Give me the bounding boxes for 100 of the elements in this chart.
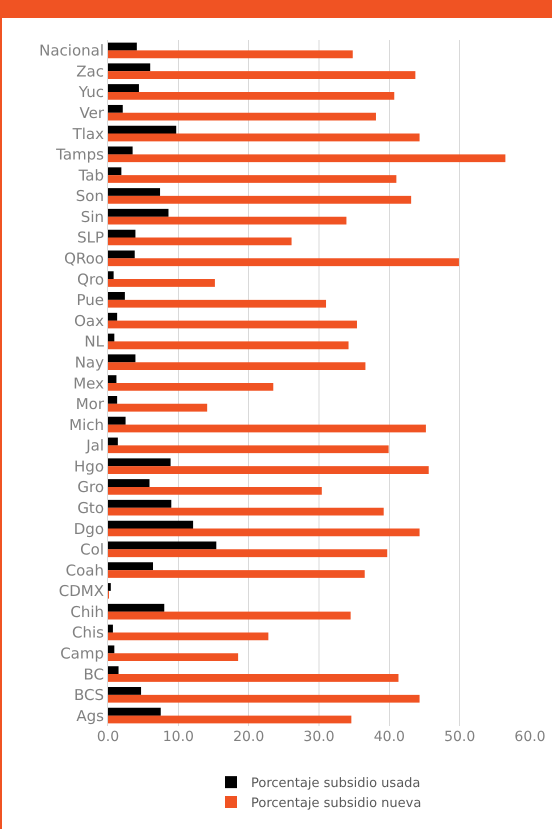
y-tick-label: Nay bbox=[74, 353, 104, 372]
bar bbox=[108, 154, 506, 162]
bar bbox=[108, 612, 351, 620]
bar bbox=[108, 708, 161, 716]
bar bbox=[108, 250, 135, 258]
bar bbox=[108, 279, 215, 287]
y-tick-label: Nacional bbox=[39, 42, 104, 60]
bar bbox=[108, 208, 168, 217]
y-tick-label: Gro bbox=[77, 478, 104, 496]
legend-label: Porcentaje subsidio usada bbox=[251, 776, 420, 792]
y-tick-label: CDMX bbox=[58, 582, 104, 600]
bar bbox=[108, 716, 352, 724]
bar bbox=[108, 292, 125, 300]
y-tick-label: Ags bbox=[76, 706, 104, 725]
bar bbox=[108, 404, 208, 412]
y-tick-label: Mor bbox=[76, 395, 105, 414]
x-tick-label: 30.0 bbox=[303, 729, 335, 745]
bar bbox=[108, 42, 137, 50]
bar bbox=[108, 694, 420, 703]
y-tick-label: Tamps bbox=[55, 146, 104, 164]
bar bbox=[108, 175, 396, 183]
bar bbox=[108, 237, 292, 246]
legend-label: Porcentaje subsidio nueva bbox=[251, 796, 422, 812]
y-tick-label: Ver bbox=[80, 104, 105, 122]
bar bbox=[108, 528, 420, 536]
bar bbox=[108, 375, 116, 383]
bar bbox=[108, 520, 194, 529]
y-tick-label: Sin bbox=[80, 208, 104, 226]
bar bbox=[108, 674, 398, 682]
y-tick-label: Jal bbox=[85, 436, 104, 455]
y-tick-label: Tab bbox=[78, 166, 104, 184]
y-tick-label: Zac bbox=[76, 62, 104, 80]
bar bbox=[108, 146, 133, 154]
x-tick-label: 20.0 bbox=[233, 729, 264, 745]
bar bbox=[108, 396, 118, 404]
bar bbox=[108, 438, 118, 446]
bar bbox=[108, 312, 118, 321]
y-tick-label: Pue bbox=[76, 291, 104, 310]
y-tick-label: Col bbox=[80, 540, 104, 559]
bar bbox=[108, 196, 412, 204]
y-tick-label: QRoo bbox=[64, 250, 104, 268]
bar bbox=[108, 84, 139, 92]
bar bbox=[108, 445, 389, 454]
y-tick-label: Camp bbox=[60, 644, 104, 662]
bar bbox=[108, 112, 376, 121]
bar bbox=[108, 271, 114, 280]
bar bbox=[108, 624, 113, 632]
x-tick-label: 10.0 bbox=[162, 729, 194, 745]
x-tick-label: 40.0 bbox=[374, 729, 405, 745]
bar bbox=[108, 167, 122, 176]
bar bbox=[108, 134, 420, 142]
bar bbox=[108, 424, 426, 432]
bar bbox=[108, 126, 176, 134]
bar bbox=[108, 604, 164, 612]
bar bbox=[108, 666, 119, 674]
y-tick-label: BCS bbox=[74, 686, 104, 704]
bar bbox=[108, 508, 384, 516]
y-tick-label: Dgo bbox=[74, 520, 104, 538]
y-tick-label: BC bbox=[83, 665, 104, 684]
bar bbox=[108, 687, 142, 695]
bar bbox=[108, 258, 459, 266]
bar bbox=[108, 653, 238, 662]
y-tick-label: Oax bbox=[74, 312, 104, 330]
y-tick-label: Son bbox=[76, 187, 104, 206]
y-tick-label: Coah bbox=[66, 561, 104, 580]
y-tick-label: Gto bbox=[77, 498, 104, 517]
y-tick-label: Chis bbox=[72, 624, 104, 642]
y-tick-label: NL bbox=[84, 332, 105, 351]
x-tick-label: 60.0 bbox=[514, 729, 546, 745]
bar bbox=[108, 50, 353, 58]
y-tick-label: SLP bbox=[77, 228, 104, 247]
bar bbox=[108, 562, 154, 570]
bar bbox=[108, 479, 150, 487]
bar bbox=[108, 334, 114, 342]
bar bbox=[108, 230, 136, 238]
bar bbox=[108, 63, 150, 72]
bar bbox=[108, 104, 123, 113]
bar bbox=[108, 500, 172, 508]
bar bbox=[108, 542, 216, 550]
x-tick-label: 50.0 bbox=[444, 729, 476, 745]
bar bbox=[108, 216, 346, 224]
y-tick-label: Hgo bbox=[74, 457, 104, 476]
bar bbox=[108, 549, 388, 558]
bar bbox=[108, 645, 114, 654]
bar bbox=[108, 362, 366, 370]
bar bbox=[108, 583, 111, 591]
bar bbox=[108, 632, 268, 640]
y-tick-label: Chih bbox=[70, 602, 104, 621]
bar bbox=[108, 458, 171, 466]
bar bbox=[108, 188, 160, 196]
y-tick-label: Mich bbox=[69, 416, 104, 434]
bar bbox=[108, 320, 357, 328]
y-tick-label: Yuc bbox=[78, 83, 104, 102]
bar bbox=[108, 354, 136, 362]
bar bbox=[108, 466, 429, 474]
y-tick-label: Tlax bbox=[72, 124, 104, 143]
bar bbox=[108, 300, 326, 308]
bar bbox=[108, 383, 274, 391]
bar bbox=[108, 92, 394, 100]
bar bbox=[108, 416, 126, 425]
